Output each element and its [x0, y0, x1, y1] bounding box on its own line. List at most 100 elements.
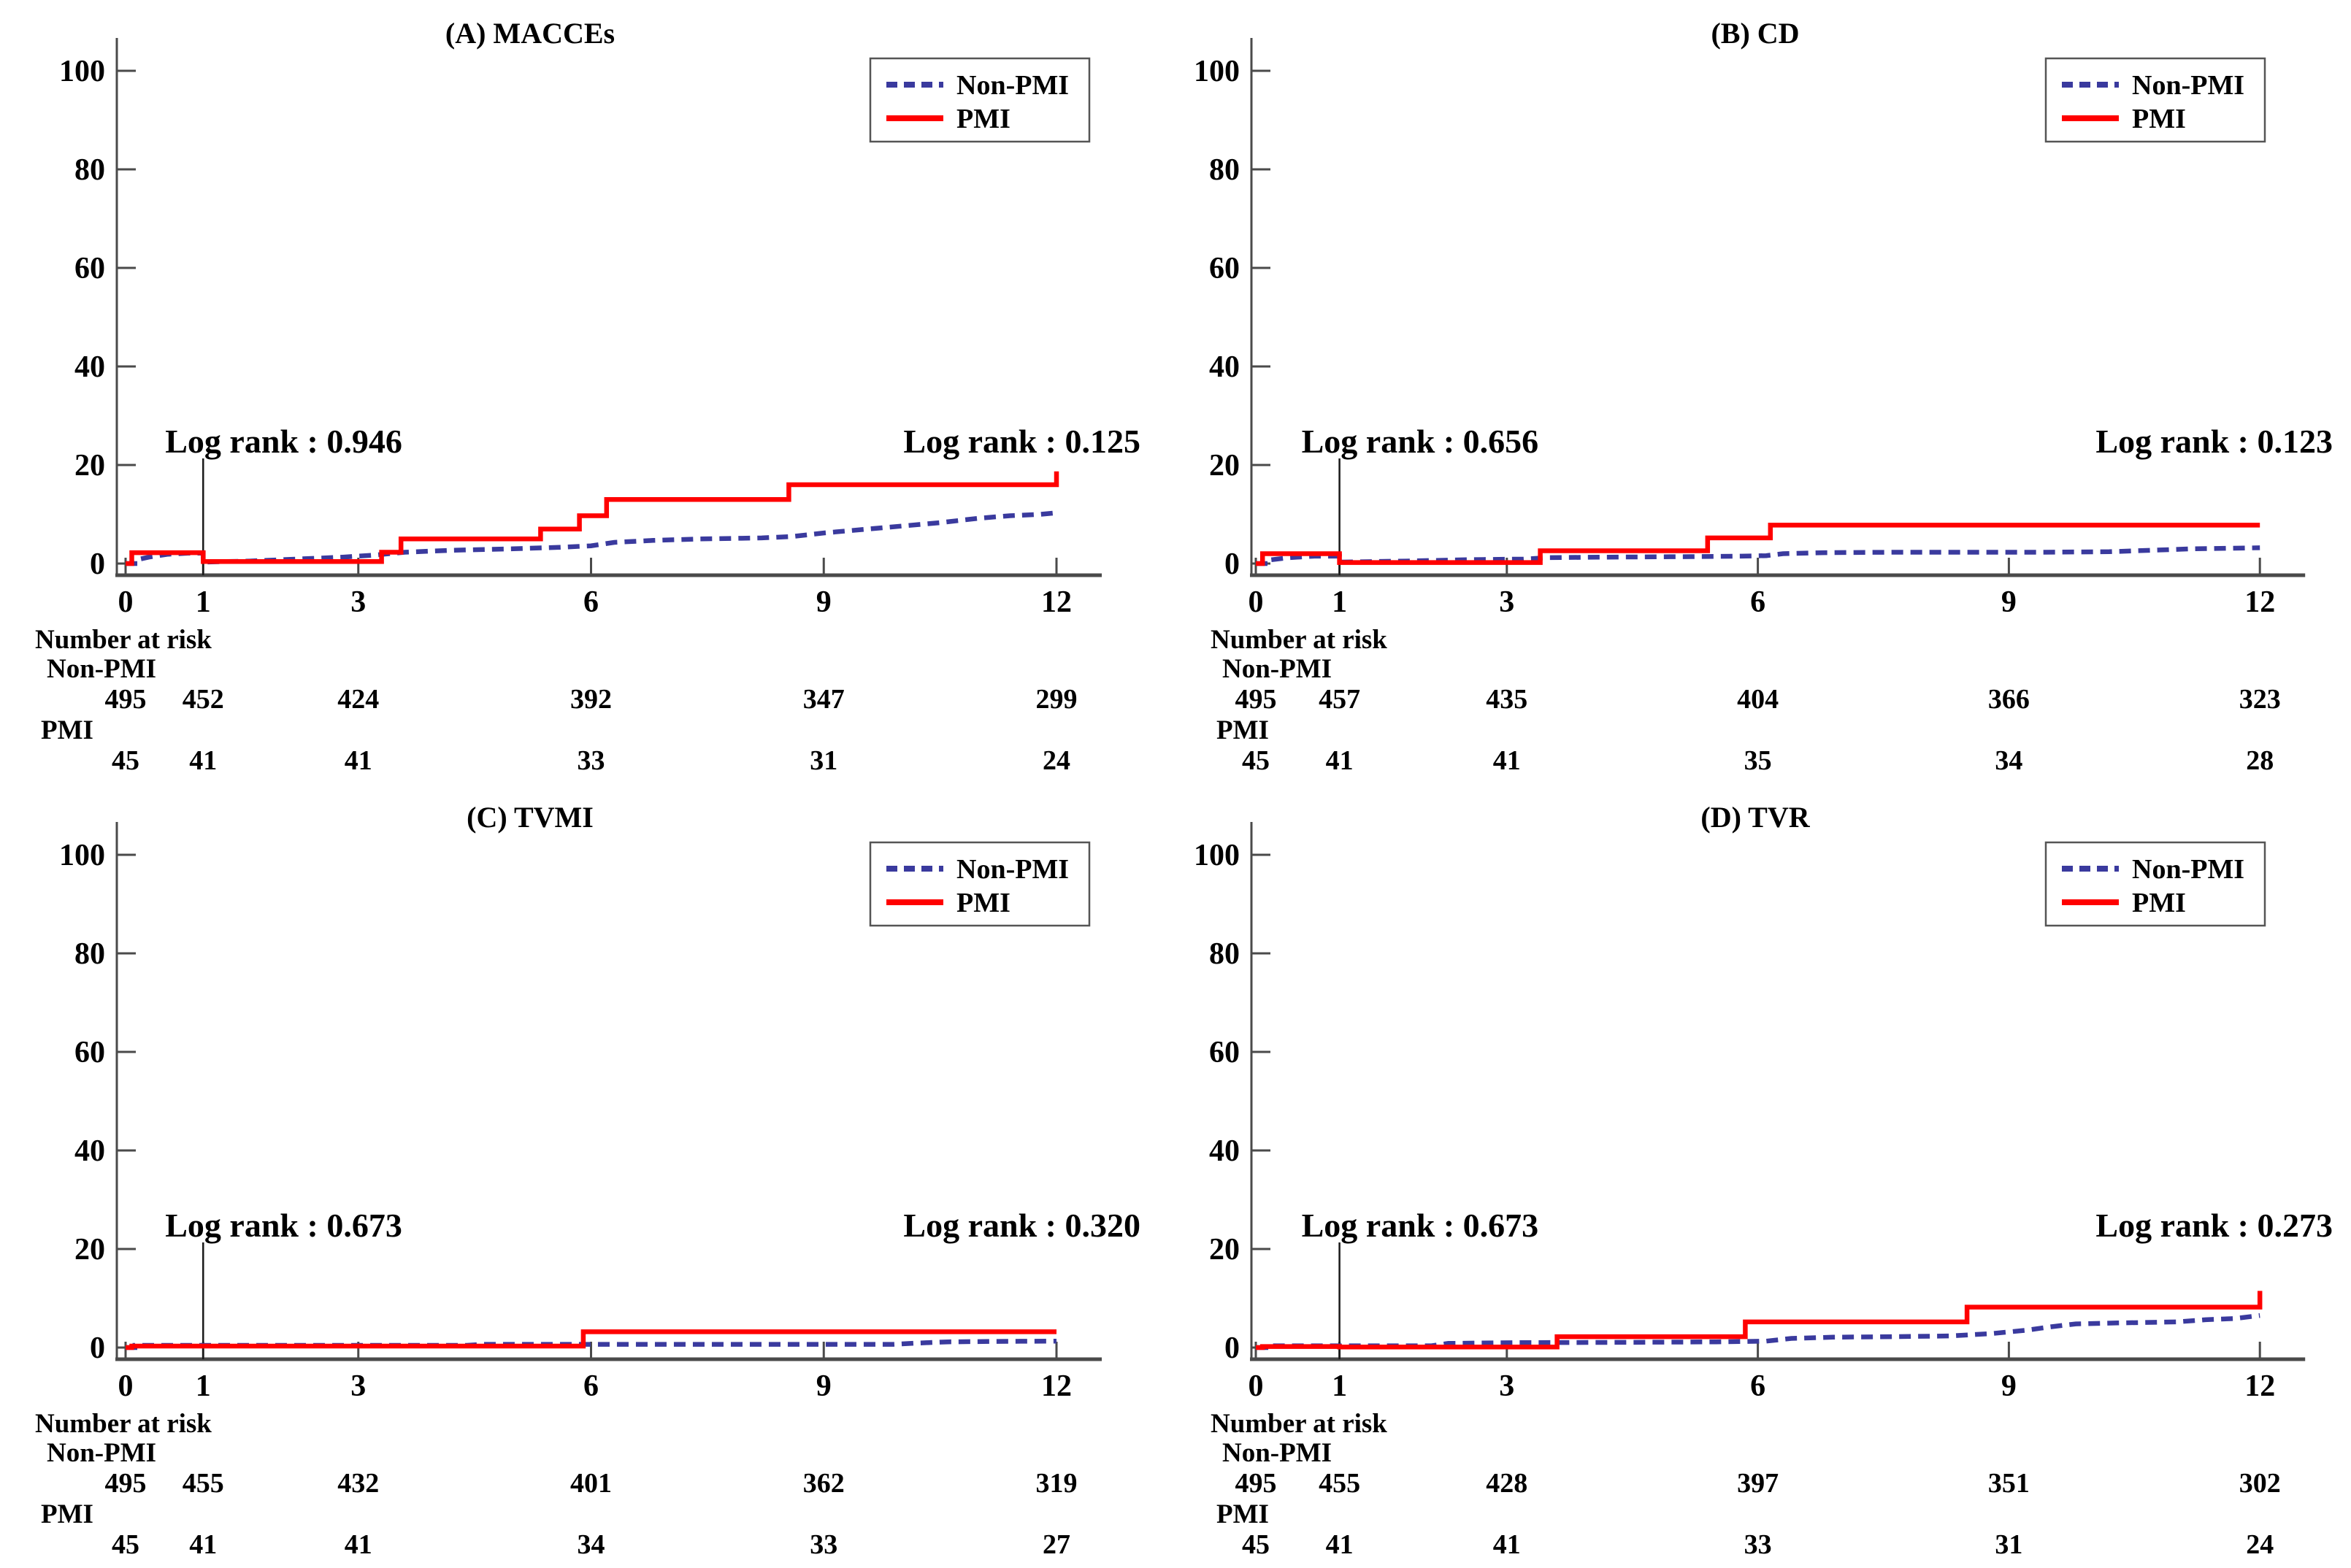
risk-value-pmi: 27	[1043, 1529, 1070, 1560]
curve-pmi	[126, 471, 1059, 566]
risk-value-non-pmi: 347	[803, 684, 845, 715]
x-tick-label: 3	[350, 585, 366, 619]
x-tick-label: 12	[2244, 1369, 2275, 1403]
risk-value-pmi: 35	[1744, 745, 1772, 776]
panel-title-cd: (B) CD	[1711, 17, 1800, 50]
legend-non-pmi-label: Non-PMI	[956, 70, 1069, 101]
panel-tvr: (D) TVR 0 20 40 60 80 100 0 1 3 6 9 12 Log rank : 0.…	[1176, 784, 2351, 1568]
risk-value-pmi: 33	[578, 745, 605, 776]
risk-table-header: Number at risk	[1211, 1409, 1387, 1439]
risk-value-non-pmi: 351	[1988, 1468, 2030, 1499]
x-tick-label: 9	[2001, 1369, 2017, 1403]
legend-box	[2044, 57, 2266, 143]
risk-value-non-pmi: 299	[1036, 684, 1078, 715]
legend-pmi-label: PMI	[956, 104, 1010, 134]
panel-macces: (A) MACCEs 0 20 40 60 80 100 0 1 3 6 9 12 Log rank :…	[0, 0, 1176, 784]
legend-non-pmi-label: Non-PMI	[2132, 854, 2244, 885]
risk-value-non-pmi: 397	[1737, 1468, 1779, 1499]
risk-value-non-pmi: 404	[1737, 684, 1779, 715]
log-rank-left: Log rank : 0.673	[1302, 1207, 1539, 1244]
risk-value-non-pmi: 495	[105, 684, 147, 715]
risk-value-pmi: 33	[1744, 1529, 1772, 1560]
x-tick-label: 9	[2001, 585, 2017, 619]
km-plot-tvmi: 0 20 40 60 80 100 0 1 3 6 9 12 Log rank : 0.673 Log r…	[35, 822, 1140, 1560]
risk-value-pmi: 24	[2246, 1529, 2274, 1560]
legend-box	[869, 57, 1091, 143]
y-tick-label: 80	[74, 153, 105, 187]
risk-row-label-pmi: PMI	[41, 715, 93, 745]
risk-value-pmi: 31	[810, 745, 837, 776]
y-tick-label: 20	[74, 1233, 105, 1267]
risk-value-non-pmi: 428	[1486, 1468, 1527, 1499]
risk-value-non-pmi: 455	[183, 1468, 224, 1499]
risk-value-pmi: 34	[578, 1529, 605, 1560]
risk-value-pmi: 41	[189, 1529, 217, 1560]
y-tick-label: 0	[1224, 1331, 1240, 1365]
risk-value-non-pmi: 392	[570, 684, 612, 715]
x-tick-label: 6	[583, 1369, 599, 1403]
risk-row-label-non-pmi: Non-PMI	[1222, 1438, 1332, 1468]
risk-value-pmi: 45	[1242, 745, 1270, 776]
y-tick-label: 40	[74, 1134, 105, 1168]
risk-table-header: Number at risk	[35, 1409, 212, 1439]
risk-table-header: Number at risk	[1211, 625, 1387, 655]
y-tick-label: 60	[74, 252, 105, 285]
x-tick-label: 3	[1499, 1369, 1514, 1403]
x-tick-label: 1	[1332, 585, 1347, 619]
risk-value-pmi: 41	[1326, 745, 1354, 776]
risk-row-label-pmi: PMI	[1216, 1499, 1269, 1529]
y-tick-label: 80	[1209, 153, 1240, 187]
risk-value-pmi: 45	[112, 1529, 139, 1560]
risk-value-non-pmi: 495	[1235, 1468, 1277, 1499]
y-tick-label: 20	[1209, 449, 1240, 483]
panel-cd: (B) CD 0 20 40 60 80 100 0 1 3 6 9 12 Log rank : 0.6…	[1176, 0, 2351, 784]
risk-table-header: Number at risk	[35, 625, 212, 655]
risk-value-non-pmi: 424	[337, 684, 379, 715]
km-plot-tvr: 0 20 40 60 80 100 0 1 3 6 9 12 Log rank : 0.673 Log r…	[1194, 822, 2333, 1560]
panel-tvmi: (C) TVMI 0 20 40 60 80 100 0 1 3 6 9 12 Log rank : 0…	[0, 784, 1176, 1568]
km-plot-cd: 0 20 40 60 80 100 0 1 3 6 9 12 Log rank : 0.656 Log r…	[1194, 38, 2333, 776]
y-tick-label: 40	[74, 350, 105, 384]
risk-value-non-pmi: 495	[105, 1468, 147, 1499]
risk-value-non-pmi: 435	[1486, 684, 1527, 715]
y-tick-label: 60	[1209, 252, 1240, 285]
x-tick-label: 0	[118, 585, 134, 619]
log-rank-right: Log rank : 0.123	[2095, 423, 2333, 460]
x-tick-label: 3	[350, 1369, 366, 1403]
legend-non-pmi-label: Non-PMI	[2132, 70, 2244, 101]
x-tick-label: 3	[1499, 585, 1514, 619]
risk-row-label-non-pmi: Non-PMI	[47, 654, 156, 684]
y-tick-label: 40	[1209, 350, 1240, 384]
risk-value-non-pmi: 495	[1235, 684, 1277, 715]
y-tick-label: 100	[59, 55, 105, 88]
risk-value-non-pmi: 302	[2239, 1468, 2281, 1499]
x-tick-label: 6	[1750, 585, 1765, 619]
log-rank-right: Log rank : 0.273	[2095, 1207, 2333, 1244]
y-tick-label: 80	[74, 937, 105, 971]
legend-pmi-label: PMI	[2132, 104, 2186, 134]
y-tick-label: 40	[1209, 1134, 1240, 1168]
risk-value-pmi: 24	[1043, 745, 1070, 776]
risk-value-non-pmi: 362	[803, 1468, 845, 1499]
risk-value-pmi: 41	[345, 1529, 372, 1560]
curve-non-pmi	[126, 510, 1057, 566]
risk-row-label-pmi: PMI	[41, 1499, 93, 1529]
log-rank-right: Log rank : 0.320	[903, 1207, 1140, 1244]
risk-value-pmi: 41	[1493, 745, 1521, 776]
risk-row-label-non-pmi: Non-PMI	[47, 1438, 156, 1468]
x-tick-label: 1	[196, 1369, 211, 1403]
x-tick-label: 9	[816, 1369, 832, 1403]
log-rank-left: Log rank : 0.946	[165, 423, 402, 460]
legend-pmi-label: PMI	[956, 888, 1010, 918]
risk-value-pmi: 33	[810, 1529, 837, 1560]
y-tick-label: 80	[1209, 937, 1240, 971]
legend-non-pmi-label: Non-PMI	[956, 854, 1069, 885]
risk-value-non-pmi: 323	[2239, 684, 2281, 715]
y-tick-label: 20	[74, 449, 105, 483]
panel-title-tvmi: (C) TVMI	[467, 801, 594, 834]
x-tick-label: 1	[1332, 1369, 1347, 1403]
risk-value-non-pmi: 432	[337, 1468, 379, 1499]
risk-value-pmi: 45	[1242, 1529, 1270, 1560]
log-rank-right: Log rank : 0.125	[903, 423, 1140, 460]
risk-value-non-pmi: 452	[183, 684, 224, 715]
